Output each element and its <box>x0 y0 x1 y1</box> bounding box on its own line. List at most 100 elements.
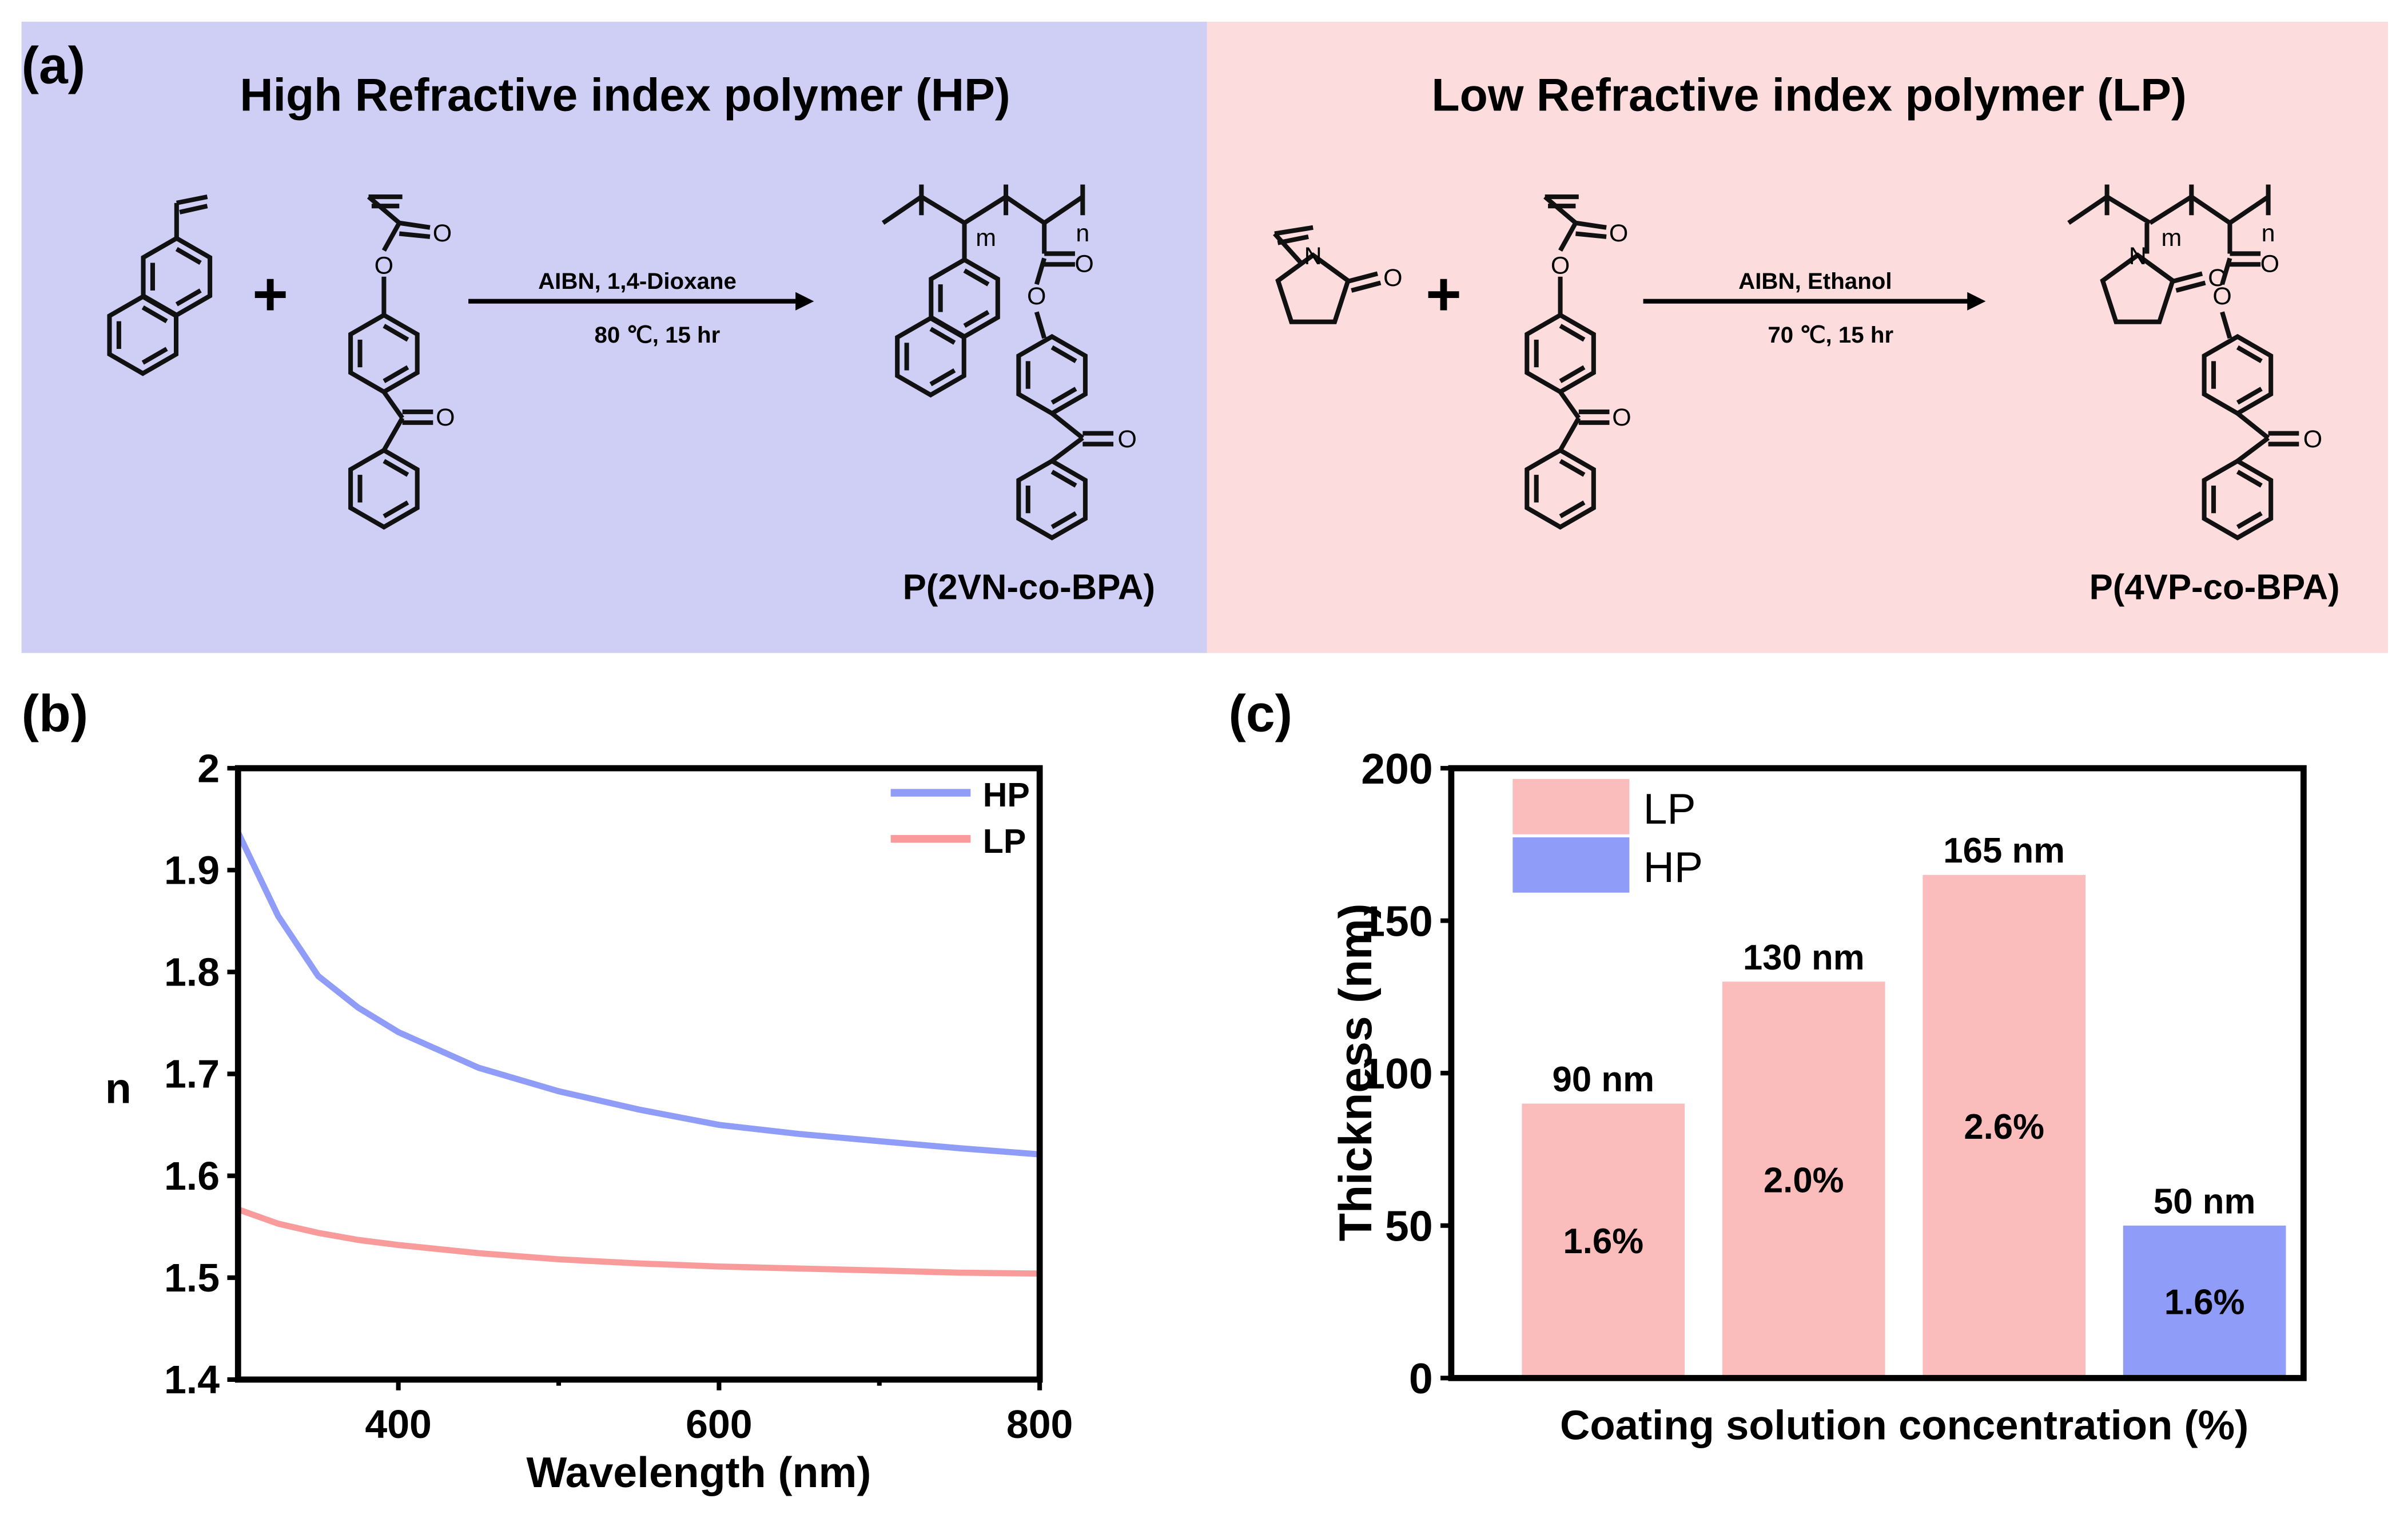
bond <box>2105 194 2151 225</box>
naphthalene-ring <box>895 315 966 398</box>
x-tick-label: 400 <box>365 1402 431 1447</box>
double-bond <box>1559 365 1586 383</box>
panel-c-label: (c) <box>1228 685 1292 743</box>
naphthalene-ring <box>107 293 179 376</box>
bond <box>2220 311 2232 339</box>
oxygen-atom: O <box>436 404 455 431</box>
oxygen-atom: O <box>1118 426 1137 453</box>
double-bond <box>383 324 409 342</box>
pyrrolidone-ring <box>2100 252 2176 324</box>
bond <box>1347 271 1378 284</box>
double-bond <box>141 347 168 365</box>
double-bond <box>929 368 956 387</box>
lp-title: Low Refractive index polymer (LP) <box>1431 70 2186 121</box>
bond <box>176 194 208 205</box>
hp-conditions-bottom: 80 ℃, 15 hr <box>595 322 721 348</box>
double-bond <box>1559 459 1586 477</box>
series-line-lp <box>237 1206 1040 1277</box>
double-bond <box>175 288 202 307</box>
bar-inner-label: 1.6% <box>1563 1222 1643 1261</box>
nitrogen-atom: N <box>1304 243 1322 270</box>
bar-inner-label: 1.6% <box>2164 1283 2245 1322</box>
bond <box>399 231 431 239</box>
bar <box>1923 875 2086 1378</box>
bond <box>1034 257 1047 285</box>
bond <box>1034 311 1047 339</box>
hp-background <box>21 21 1207 653</box>
chart-b-ylabel: n <box>105 1064 132 1112</box>
oxygen-atom: O <box>1609 220 1628 247</box>
y-tick-label: 1.9 <box>164 848 220 892</box>
double-bond <box>2236 387 2263 405</box>
subscript-n: n <box>2262 220 2275 247</box>
bond <box>179 204 208 214</box>
bar-value-label: 50 nm <box>2154 1182 2255 1221</box>
oxygen-atom: O <box>375 252 393 279</box>
bond <box>1050 411 1084 440</box>
bond <box>382 390 404 420</box>
nitrogen-atom: N <box>2129 243 2147 270</box>
bond <box>1050 436 1084 463</box>
oxygen-atom: O <box>433 220 452 247</box>
double-bond <box>2236 511 2263 529</box>
hp-title: High Refractive index polymer (HP) <box>240 70 1010 121</box>
bond <box>381 221 401 252</box>
x-tick-label: 600 <box>686 1402 752 1447</box>
bond <box>2236 436 2270 463</box>
oxygen-atom: O <box>2260 251 2279 278</box>
bar-inner-label: 2.0% <box>1764 1161 1844 1200</box>
oxygen-atom: O <box>1383 264 1402 292</box>
double-bond <box>1559 324 1586 342</box>
oxygen-atom: O <box>1551 252 1570 279</box>
x-tick-label: 800 <box>1006 1402 1073 1447</box>
bar <box>1722 981 1885 1378</box>
double-bond <box>1050 387 1077 405</box>
double-bond <box>175 247 202 265</box>
y-tick-label: 1.6 <box>164 1154 220 1198</box>
bond <box>2236 411 2270 440</box>
bond <box>399 220 431 230</box>
bond <box>1558 221 1578 252</box>
bar-inner-label: 2.6% <box>1964 1107 2044 1147</box>
panel-c: (c) 90 nm 1.6% 130 nm 2.0% 165 nm 2.6% 50 nm 1.… <box>1228 685 2307 1449</box>
hp-product-name: P(2VN-co-BPA) <box>903 568 1155 607</box>
bond <box>1004 194 1046 225</box>
bond <box>2175 280 2206 293</box>
y-tick-label: 150 <box>1361 897 1432 945</box>
series-line-hp <box>235 831 1040 1158</box>
bond <box>1575 231 1607 239</box>
chart-c-ylabel: Thickness (nm) <box>1330 903 1382 1241</box>
chart-c-xlabel: Coating solution concentration (%) <box>1560 1402 2248 1449</box>
bond <box>1575 220 1607 230</box>
lp-product-name: P(4VP-co-BPA) <box>2089 568 2340 607</box>
phenyl-ring <box>1016 458 1088 541</box>
panel-b-label: (b) <box>22 685 89 743</box>
panel-a: (a) High Refractive index polymer (HP) L… <box>21 21 2389 653</box>
y-tick-label: 50 <box>1385 1202 1433 1250</box>
bar <box>2123 1225 2286 1378</box>
bond <box>381 416 405 452</box>
oxygen-atom: O <box>1027 283 1046 310</box>
legend-swatch-hp <box>1513 837 1630 893</box>
bond <box>2148 194 2193 225</box>
legend-swatch-lp <box>1513 778 1630 834</box>
bond <box>881 194 923 225</box>
legend-label-hp: HP <box>983 776 1030 814</box>
bond <box>2172 271 2203 284</box>
bar-value-label: 165 nm <box>1943 831 2065 871</box>
oxygen-atom: O <box>1612 404 1631 431</box>
oxygen-atom: O <box>2303 426 2322 453</box>
bond <box>1274 225 1314 236</box>
legend-label-lp: LP <box>1643 785 1696 833</box>
chart-b-xlabel: Wavelength (nm) <box>526 1448 871 1496</box>
double-bond <box>963 310 990 328</box>
plot-frame <box>234 765 1043 1383</box>
bond <box>1351 280 1382 293</box>
bond <box>2228 194 2270 225</box>
double-bond <box>1050 345 1077 363</box>
legend-label-hp: HP <box>1643 843 1703 891</box>
oxygen-atom: O <box>1074 251 1093 278</box>
bond <box>2067 194 2108 225</box>
